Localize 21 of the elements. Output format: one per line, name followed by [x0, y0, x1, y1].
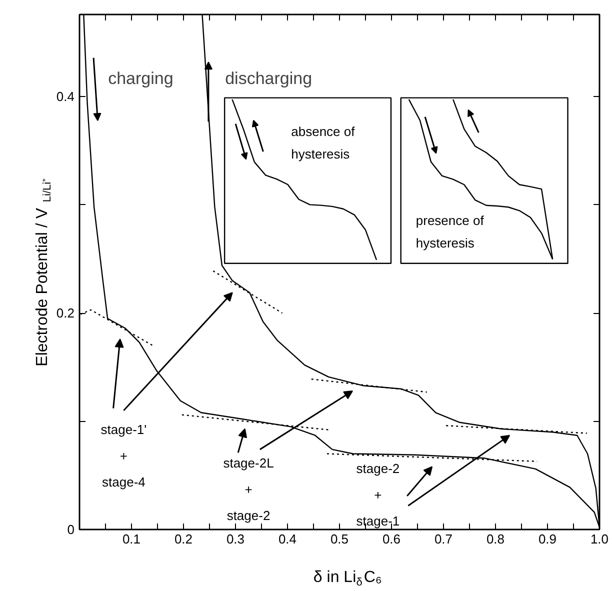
x-tick-label: 0.2 — [174, 532, 193, 546]
x-tick-label: 0.6 — [382, 532, 401, 546]
x-tick-label: 0.3 — [226, 532, 245, 546]
legend-label: discharging — [225, 68, 312, 88]
y-tick-label: 0 — [67, 522, 75, 537]
x-tick-label: 0.5 — [330, 532, 349, 546]
x-tick-label: 0.4 — [278, 532, 297, 546]
annotation: stage-1' + stage-4 — [100, 422, 147, 490]
y-tick-label: 0.4 — [56, 89, 75, 104]
annotation: stage-2L + stage-2 — [223, 456, 274, 524]
series-label: charging — [108, 68, 174, 88]
annotation: stage-2 + stage-1 — [356, 461, 400, 529]
x-tick-label: 0.7 — [434, 532, 453, 546]
x-tick-label: 0.1 — [122, 532, 141, 546]
x-tick-label: 1.0 — [590, 532, 609, 546]
annotation: presence of hysteresis — [416, 213, 484, 251]
annotation: absence of hysteresis — [291, 124, 356, 162]
y-tick-label: 0.2 — [56, 306, 75, 321]
x-tick-label: 0.9 — [538, 532, 557, 546]
x-tick-label: 0.8 — [486, 532, 505, 546]
y-axis-title: Electrode Potential / VLi/Li⁺ — [34, 178, 54, 366]
